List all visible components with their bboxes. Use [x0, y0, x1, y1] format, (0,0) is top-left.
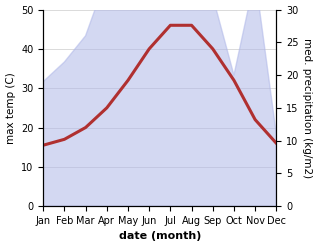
Y-axis label: max temp (C): max temp (C) [5, 72, 16, 144]
X-axis label: date (month): date (month) [119, 231, 201, 242]
Y-axis label: med. precipitation (kg/m2): med. precipitation (kg/m2) [302, 38, 313, 178]
